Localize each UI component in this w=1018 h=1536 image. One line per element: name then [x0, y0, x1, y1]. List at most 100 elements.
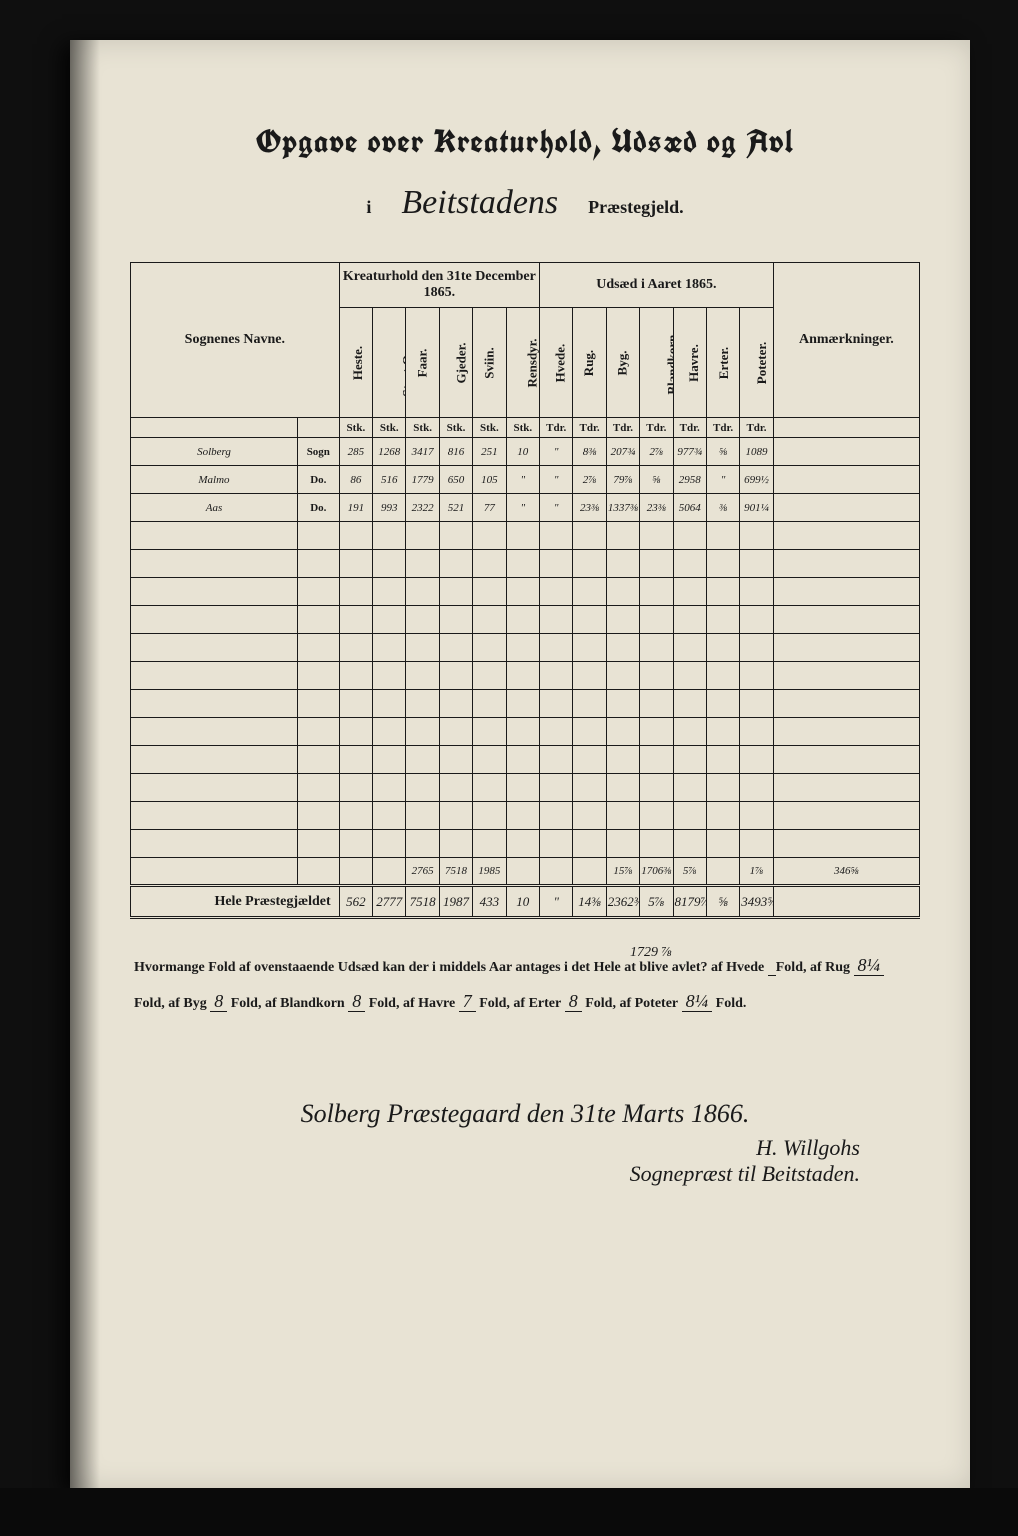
col-poteter: Poteter.: [740, 308, 773, 418]
cell: 1089: [740, 438, 773, 466]
blank: [297, 858, 339, 886]
total-cell: 5⅞: [640, 886, 673, 918]
empty-cell: [740, 690, 773, 718]
col-rug: Rug.: [573, 308, 606, 418]
subtotal-cell: [706, 858, 739, 886]
total-cell: ": [540, 886, 573, 918]
unit-tdr: Tdr.: [606, 418, 639, 438]
total-cell: ⅝: [706, 886, 739, 918]
signature-placedate: Solberg Præstegaard den 31te Marts 1866.: [130, 1099, 920, 1129]
unit-blank: [297, 418, 339, 438]
empty-cell: [773, 690, 919, 718]
empty-cell: [673, 606, 706, 634]
cell: ": [540, 466, 573, 494]
cell: 1779: [406, 466, 439, 494]
empty-cell: [473, 690, 506, 718]
table-row: MalmoDo.865161779650105""2⅞79⅞⅝2958"699½: [131, 466, 920, 494]
cell: 3417: [406, 438, 439, 466]
empty-cell: [606, 746, 639, 774]
empty-cell: [506, 550, 539, 578]
empty-cell: [406, 718, 439, 746]
empty-cell: [706, 606, 739, 634]
document-page: Opgave over Kreaturhold, Udsæd og Avl i …: [70, 40, 970, 1490]
empty-cell: [673, 774, 706, 802]
empty-cell: [473, 550, 506, 578]
total-row: Hele Præstegjældet56227777518198743310"1…: [131, 886, 920, 918]
empty-cell: [540, 522, 573, 550]
empty-cell: [373, 522, 406, 550]
col-heste: Heste.: [339, 308, 372, 418]
empty-cell: [406, 774, 439, 802]
empty-cell: [131, 578, 298, 606]
col-group-kreatur: Kreaturhold den 31te December 1865.: [339, 263, 539, 308]
empty-cell: [706, 522, 739, 550]
empty-cell: [740, 634, 773, 662]
empty-cell: [439, 690, 472, 718]
subtotal-cell: 15⅞: [606, 858, 639, 886]
empty-cell: [773, 774, 919, 802]
empty-cell: [740, 550, 773, 578]
parish-name-script: Beitstadens: [401, 184, 558, 222]
empty-cell: [573, 662, 606, 690]
empty-cell: [573, 522, 606, 550]
row-type: Do.: [297, 466, 339, 494]
empty-cell: [297, 662, 339, 690]
empty-row: [131, 662, 920, 690]
empty-cell: [297, 830, 339, 858]
cell: 23⅜: [640, 494, 673, 522]
empty-cell: [473, 830, 506, 858]
col-faar: Faar.: [406, 308, 439, 418]
empty-cell: [406, 606, 439, 634]
total-cell: 14⅜: [573, 886, 606, 918]
empty-cell: [706, 774, 739, 802]
cell: 2958: [673, 466, 706, 494]
empty-cell: [606, 578, 639, 606]
empty-cell: [740, 522, 773, 550]
empty-cell: [540, 606, 573, 634]
cell: 1337⅜: [606, 494, 639, 522]
empty-row: [131, 522, 920, 550]
subtotal-cell: [506, 858, 539, 886]
empty-cell: [540, 662, 573, 690]
empty-row: [131, 578, 920, 606]
empty-cell: [640, 830, 673, 858]
total-cell: 3493⅝: [740, 886, 773, 918]
cell: 2322: [406, 494, 439, 522]
cell: 650: [439, 466, 472, 494]
empty-cell: [473, 718, 506, 746]
empty-cell: [373, 774, 406, 802]
empty-cell: [131, 606, 298, 634]
cell: 23⅜: [573, 494, 606, 522]
empty-cell: [573, 774, 606, 802]
empty-cell: [339, 802, 372, 830]
cell: 901¼: [740, 494, 773, 522]
empty-cell: [706, 578, 739, 606]
empty-cell: [339, 830, 372, 858]
empty-cell: [673, 802, 706, 830]
scanner-edge: [0, 1488, 1018, 1536]
empty-cell: [606, 522, 639, 550]
empty-cell: [640, 550, 673, 578]
empty-cell: [406, 578, 439, 606]
empty-cell: [706, 690, 739, 718]
empty-cell: [540, 578, 573, 606]
subtitle-prefix: i: [366, 197, 371, 218]
cell: 86: [339, 466, 372, 494]
empty-cell: [640, 746, 673, 774]
cell: ": [540, 438, 573, 466]
empty-cell: [706, 718, 739, 746]
empty-cell: [773, 662, 919, 690]
empty-cell: [473, 802, 506, 830]
empty-cell: [439, 830, 472, 858]
empty-cell: [773, 634, 919, 662]
empty-cell: [406, 830, 439, 858]
empty-cell: [740, 662, 773, 690]
unit-tdr: Tdr.: [706, 418, 739, 438]
col-sviin: Sviin.: [473, 308, 506, 418]
unit-stk: Stk.: [439, 418, 472, 438]
unit-stk: Stk.: [473, 418, 506, 438]
empty-cell: [297, 578, 339, 606]
empty-cell: [606, 718, 639, 746]
empty-cell: [473, 662, 506, 690]
empty-cell: [706, 802, 739, 830]
